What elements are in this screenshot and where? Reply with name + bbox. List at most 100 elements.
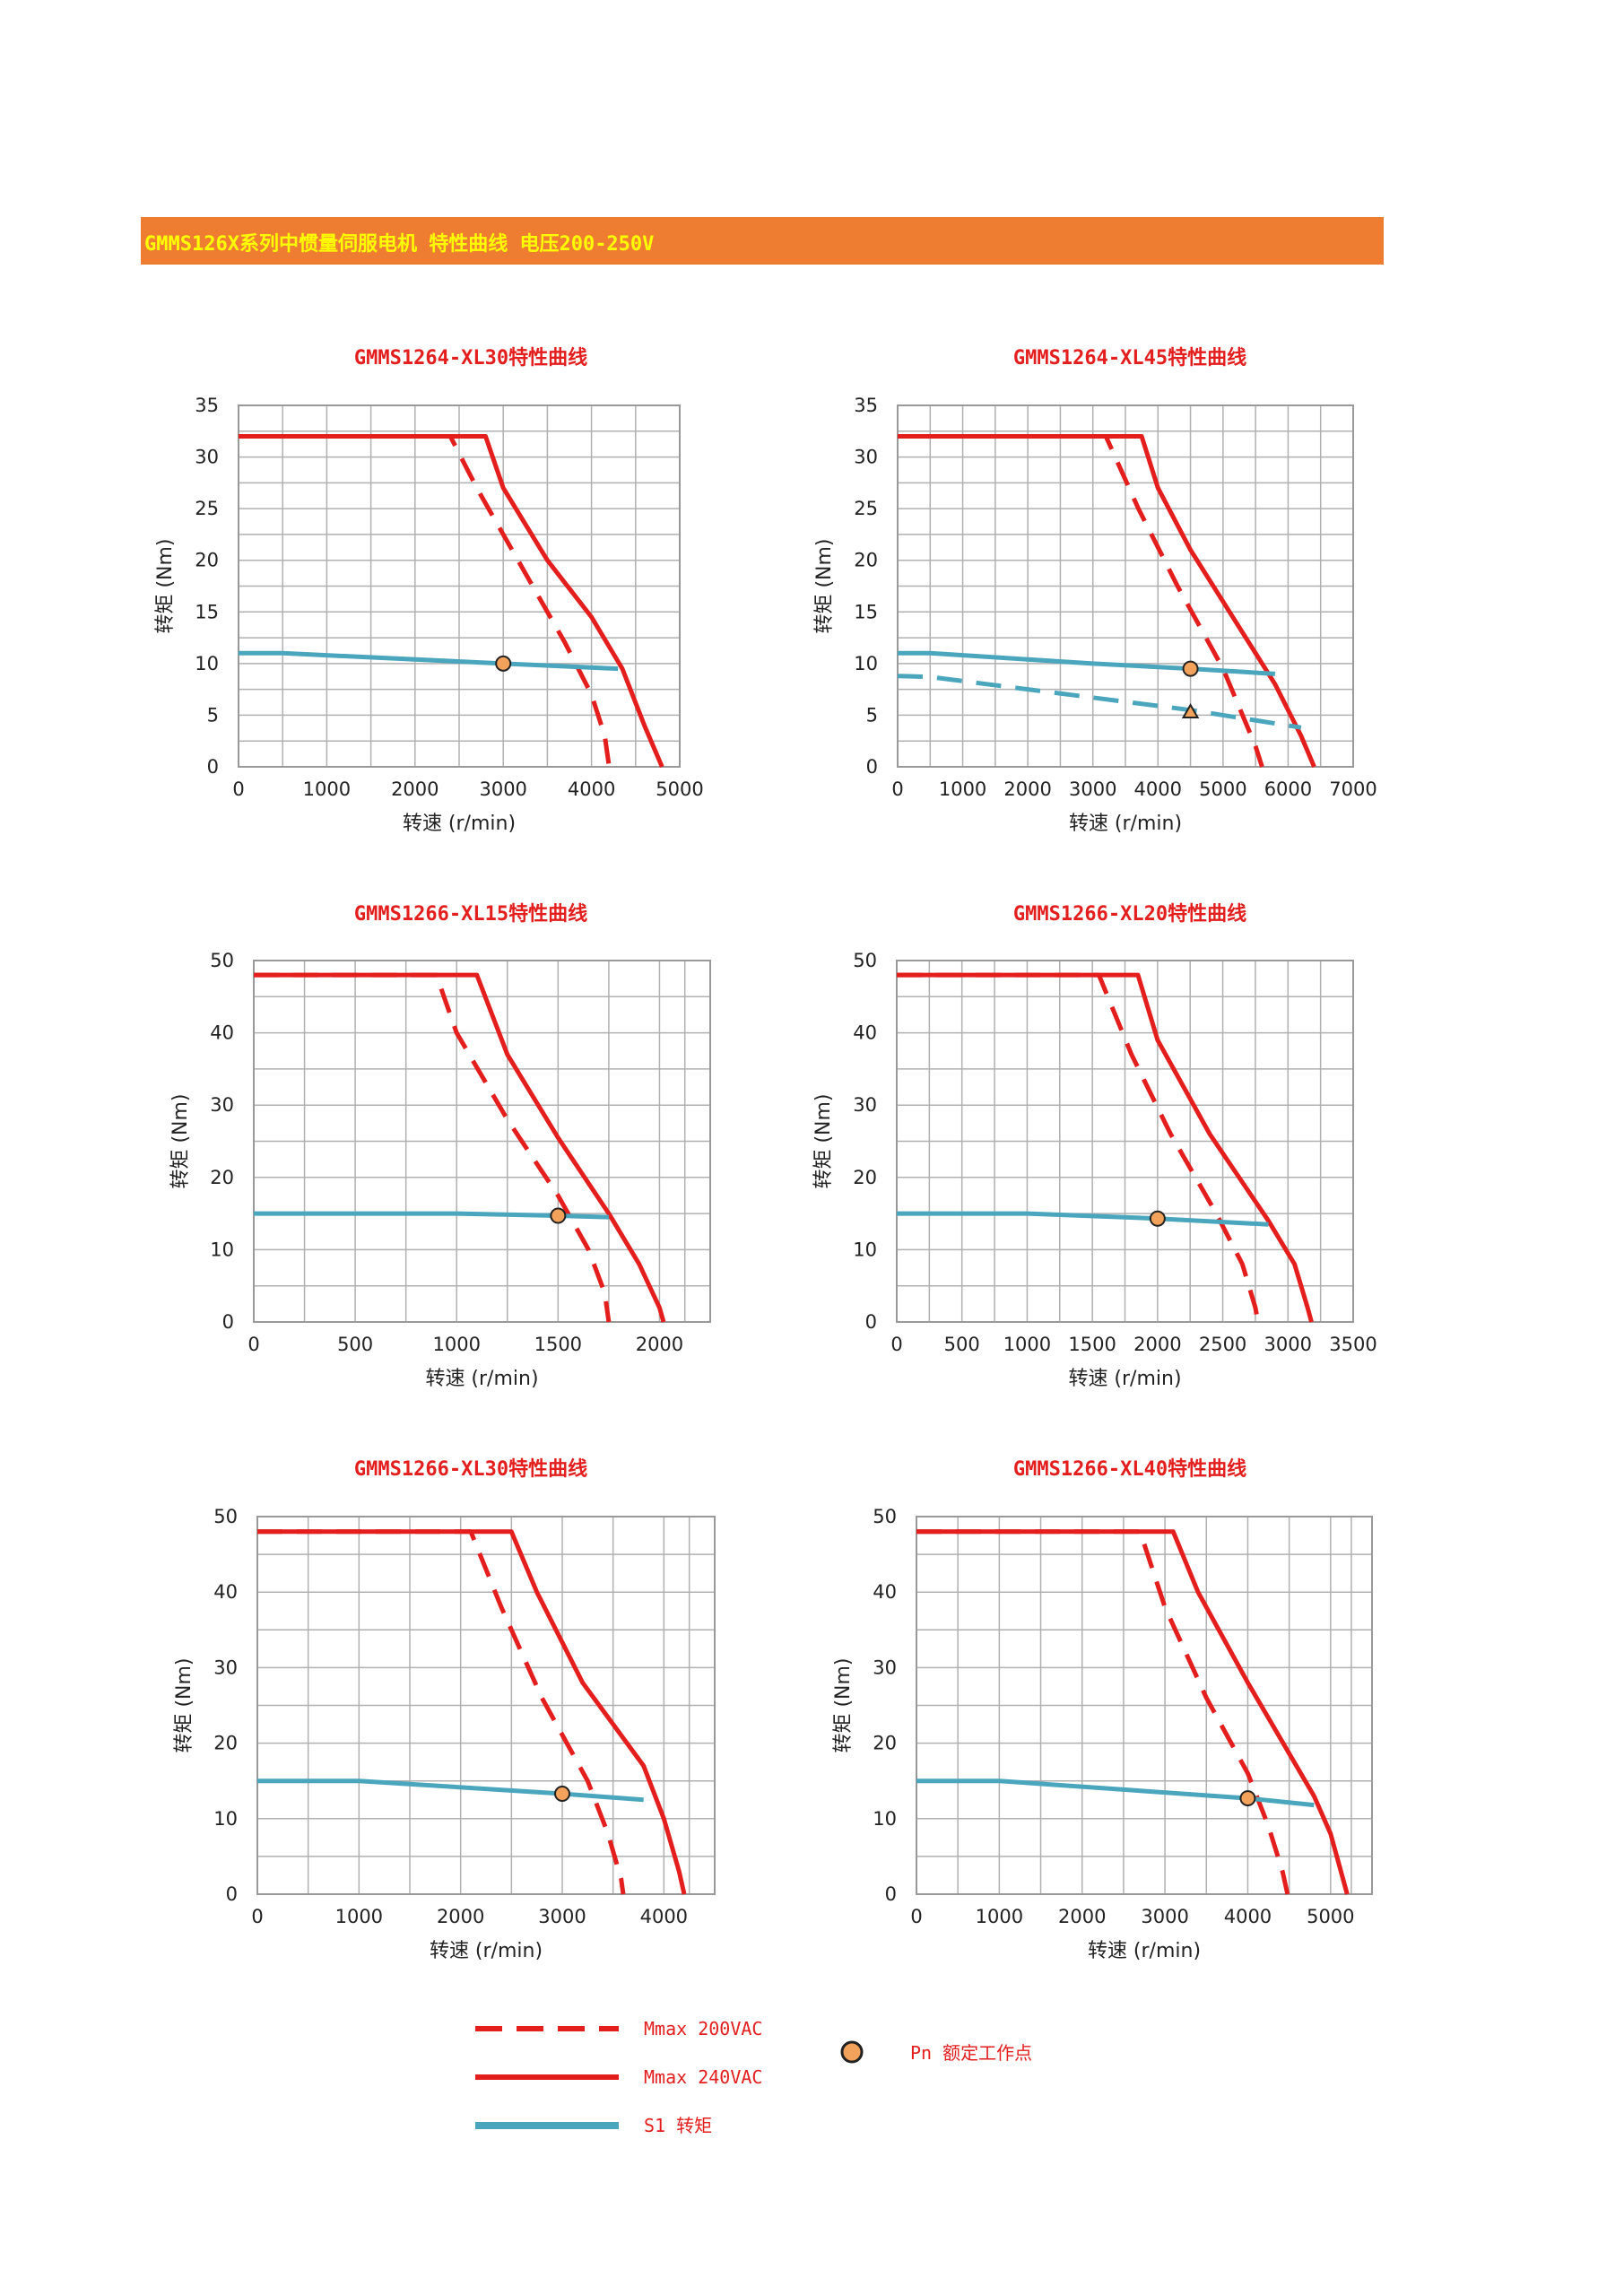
y-tick-label: 15 — [854, 601, 878, 622]
series-line-mmax-240vac — [239, 434, 664, 768]
y-tick-label: 25 — [195, 498, 219, 519]
x-tick-label: 0 — [891, 778, 903, 800]
x-tick-label: 7000 — [1329, 778, 1376, 800]
y-tick-label: 10 — [854, 653, 878, 674]
x-tick-label: 4000 — [640, 1906, 688, 1927]
x-tick-label: 3000 — [538, 1906, 586, 1927]
x-tick-label: 1000 — [939, 778, 986, 800]
x-tick-label: 3000 — [479, 778, 526, 800]
chart-6: GMMS1266-XL40特性曲线 0 1000 2000 3000 4000 5000 0 1… — [832, 1457, 1373, 1962]
rated-point-marker — [495, 655, 512, 672]
y-tick-label: 10 — [213, 1808, 238, 1830]
chart-title: GMMS1264-XL45特性曲线 — [1013, 346, 1246, 370]
series-line-s1-torque — [257, 1778, 644, 1803]
x-tick-label: 2000 — [1133, 1334, 1181, 1355]
legend-label-mmax-200vac: Mmax 200VAC — [644, 2018, 762, 2039]
x-tick-label: 2000 — [1003, 778, 1051, 800]
x-tick-label: 1000 — [335, 1906, 383, 1927]
series-line-mmax-200vac — [254, 972, 612, 1323]
x-tick-label: 2500 — [1199, 1334, 1246, 1355]
rated-point-marker — [1239, 1790, 1256, 1807]
x-tick-label: 3000 — [1264, 1334, 1312, 1355]
x-tick-label: 1000 — [432, 1334, 480, 1355]
series-line-s1-torque-dashed — [897, 674, 1302, 730]
series-line-mmax-240vac — [897, 972, 1314, 1323]
y-tick-label: 0 — [866, 756, 878, 778]
y-tick-label: 0 — [226, 1883, 238, 1905]
y-tick-label: 30 — [213, 1657, 238, 1678]
y-tick-label: 40 — [210, 1022, 234, 1044]
series-line-mmax-200vac — [916, 1529, 1290, 1895]
chart-2: GMMS1264-XL45特性曲线 0 1000 2000 3000 4000 5000 60… — [813, 346, 1377, 835]
x-axis-label: 转速 (r/min) — [425, 1368, 538, 1390]
y-tick-label: 30 — [873, 1657, 897, 1678]
series-line-mmax-240vac — [254, 972, 666, 1323]
x-tick-label: 1000 — [976, 1906, 1023, 1927]
x-tick-label: 2000 — [437, 1906, 484, 1927]
series-line-s1-torque — [916, 1778, 1315, 1808]
x-tick-label: 4000 — [1134, 778, 1182, 800]
y-tick-label: 50 — [873, 1506, 897, 1527]
x-tick-label: 2000 — [1058, 1906, 1106, 1927]
x-tick-label: 0 — [890, 1334, 902, 1355]
y-tick-label: 10 — [195, 653, 219, 674]
series-line-mmax-200vac — [257, 1529, 626, 1895]
x-tick-label: 3000 — [1141, 1906, 1188, 1927]
x-tick-label: 500 — [337, 1334, 373, 1355]
y-tick-label: 10 — [210, 1239, 234, 1260]
y-tick-label: 30 — [853, 1094, 877, 1116]
y-tick-label: 5 — [866, 704, 878, 726]
y-tick-label: 10 — [873, 1808, 897, 1830]
x-tick-label: 5000 — [1307, 1906, 1354, 1927]
plot-frame — [238, 404, 681, 768]
x-tick-label: 0 — [232, 778, 244, 800]
x-tick-label: 2000 — [636, 1334, 683, 1355]
x-tick-label: 500 — [944, 1334, 980, 1355]
rated-point-marker — [1149, 1210, 1166, 1227]
series-line-mmax-200vac — [897, 972, 1261, 1323]
x-tick-label: 5000 — [1199, 778, 1246, 800]
legend-rated-point-marker — [840, 2040, 864, 2064]
plot-frame — [896, 960, 1354, 1323]
chart-title: GMMS1264-XL30特性曲线 — [354, 346, 587, 370]
y-tick-label: 0 — [222, 1311, 234, 1333]
legend-label-mmax-240vac: Mmax 240VAC — [644, 2066, 762, 2088]
series-line-s1-torque — [897, 1211, 1269, 1227]
y-tick-label: 30 — [195, 447, 219, 468]
x-tick-label: 1000 — [303, 778, 351, 800]
chart-title: GMMS1266-XL30特性曲线 — [354, 1457, 587, 1481]
series-line-mmax-240vac — [898, 434, 1316, 768]
y-tick-label: 20 — [854, 550, 878, 571]
x-tick-label: 0 — [251, 1906, 263, 1927]
y-tick-label: 30 — [210, 1094, 234, 1116]
x-axis-label: 转速 (r/min) — [1068, 1368, 1181, 1390]
y-tick-label: 35 — [195, 395, 219, 416]
y-axis-label: 转矩 (Nm) — [169, 1093, 192, 1188]
chart-5: GMMS1266-XL30特性曲线 0 1000 2000 3000 4000 0 10 20 3… — [173, 1457, 716, 1962]
rated-point-marker — [554, 1786, 570, 1803]
series-line-mmax-240vac — [916, 1529, 1350, 1895]
y-tick-label: 5 — [207, 704, 219, 726]
y-tick-label: 50 — [213, 1506, 238, 1527]
x-tick-label: 4000 — [1224, 1906, 1272, 1927]
x-tick-label: 1500 — [1068, 1334, 1116, 1355]
y-tick-label: 20 — [873, 1733, 897, 1754]
y-tick-label: 20 — [853, 1167, 877, 1188]
series-line-s1-torque — [898, 650, 1276, 676]
rated-point-marker — [1182, 660, 1199, 677]
x-tick-label: 1500 — [534, 1334, 582, 1355]
plot-frame — [256, 1516, 716, 1895]
x-axis-label: 转速 (r/min) — [403, 813, 516, 835]
series-line-s1-torque — [254, 1211, 609, 1220]
banner-title: GMMS126X系列中惯量伺服电机 特性曲线 电压200-250V — [144, 233, 655, 256]
y-tick-label: 30 — [854, 447, 878, 468]
y-axis-label: 转矩 (Nm) — [154, 538, 177, 633]
y-tick-label: 40 — [213, 1581, 238, 1603]
legend-label-rated-point: Pn 额定工作点 — [910, 2042, 1032, 2064]
x-tick-label: 0 — [248, 1334, 259, 1355]
x-tick-label: 4000 — [568, 778, 615, 800]
y-axis-label: 转矩 (Nm) — [832, 1657, 855, 1752]
plot-frame — [916, 1516, 1373, 1895]
y-axis-label: 转矩 (Nm) — [173, 1657, 195, 1752]
